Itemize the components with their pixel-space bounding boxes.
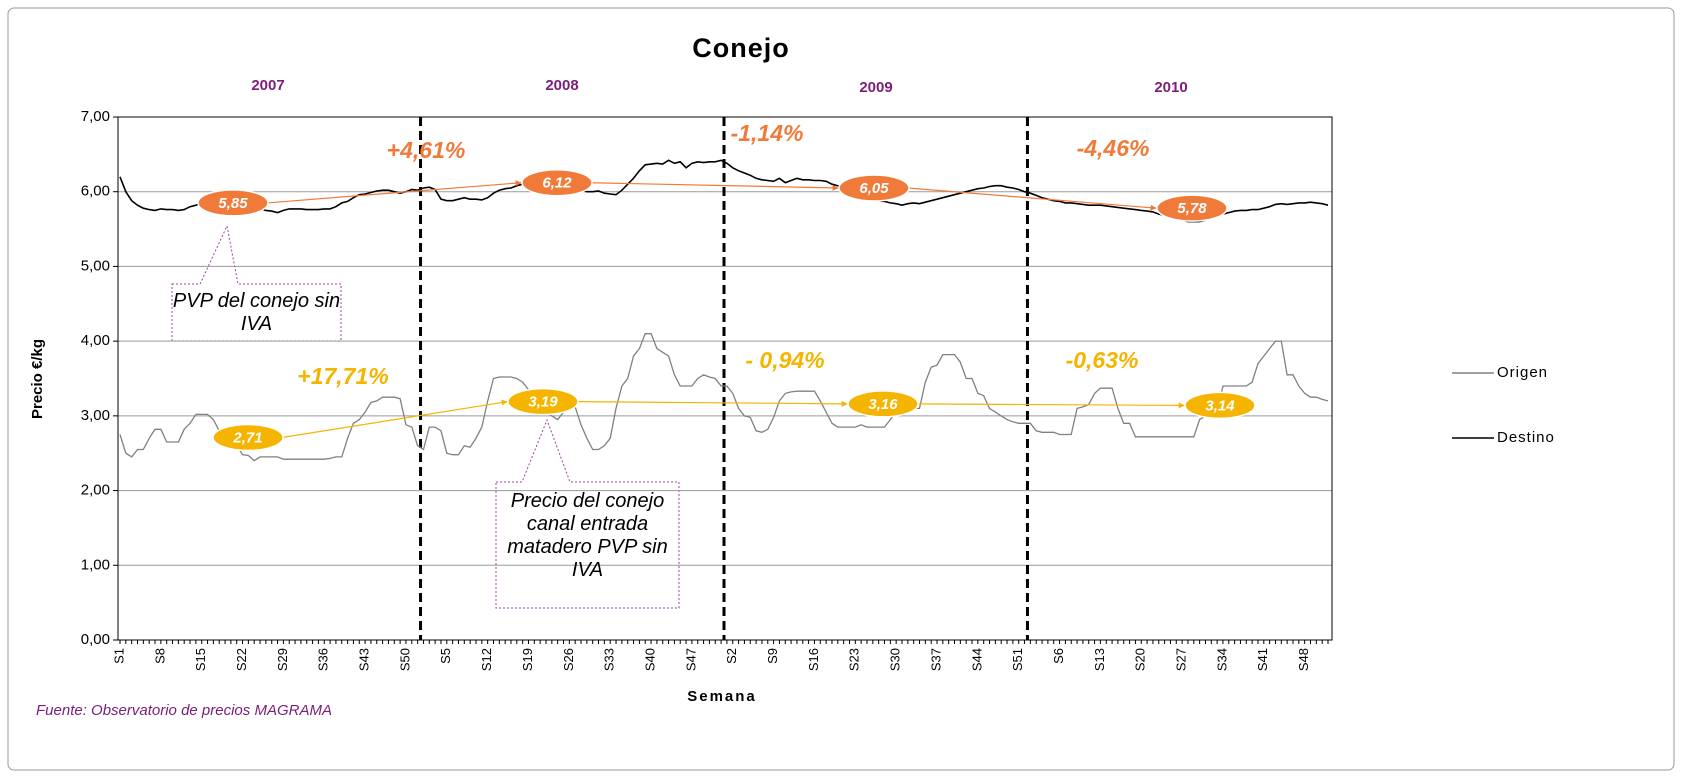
x-tick-label: S8 <box>152 648 167 664</box>
average-label: 6,12 <box>542 175 572 192</box>
x-tick-label: S22 <box>234 648 249 671</box>
x-tick-label: S5 <box>438 648 453 664</box>
average-label: 6,05 <box>859 180 889 197</box>
y-tick-label: 2,00 <box>81 482 110 499</box>
trend-arrow <box>590 182 839 191</box>
change-label: -4,46% <box>1077 135 1150 161</box>
x-tick-label: S2 <box>724 648 739 664</box>
average-label: 3,14 <box>1205 397 1235 414</box>
average-marker <box>212 423 284 452</box>
legend-label: Destino <box>1497 429 1555 446</box>
y-tick-label: 0,00 <box>81 631 110 648</box>
trend-arrow <box>266 180 522 204</box>
trend-arrow <box>907 187 1157 211</box>
chart-title: Conejo <box>692 33 790 63</box>
y-tick-label: 1,00 <box>81 556 110 573</box>
y-tick-label: 7,00 <box>81 108 110 125</box>
x-tick-label: S33 <box>602 648 617 671</box>
trend-arrow <box>281 399 508 439</box>
x-tick-label: S37 <box>928 648 943 671</box>
year-label: 2008 <box>545 77 578 94</box>
y-tick-label: 6,00 <box>81 183 110 200</box>
x-tick-label: S47 <box>683 648 698 671</box>
frame <box>7 7 1675 771</box>
x-tick-label: S34 <box>1214 648 1229 671</box>
x-tick-label: S1 <box>111 648 126 664</box>
x-tick-label: S40 <box>642 648 657 671</box>
x-tick-label: S29 <box>275 648 290 671</box>
year-label: 2010 <box>1154 79 1187 96</box>
average-label: 5,85 <box>218 195 248 212</box>
x-tick-label: S50 <box>397 648 412 671</box>
callout-text: PVP del conejo sin IVA <box>172 290 341 335</box>
x-tick-label: S44 <box>969 648 984 671</box>
average-marker <box>521 168 593 197</box>
x-axis-label: Semana <box>687 688 757 705</box>
average-label: 2,71 <box>232 429 262 446</box>
x-tick-label: S15 <box>193 648 208 671</box>
x-tick-label: S43 <box>357 648 372 671</box>
change-label: -1,14% <box>731 120 804 146</box>
x-tick-label: S41 <box>1255 648 1270 671</box>
x-tick-label: S6 <box>1051 648 1066 664</box>
x-tick-label: S27 <box>1174 648 1189 671</box>
change-label: +4,61% <box>387 137 466 163</box>
trend-arrow <box>916 402 1185 409</box>
average-marker <box>847 390 919 418</box>
x-tick-label: S26 <box>561 648 576 671</box>
y-axis-label: Precio €/kg <box>29 339 46 419</box>
change-label: -0,63% <box>1066 347 1139 373</box>
x-tick-label: S51 <box>1010 648 1025 671</box>
callout-box <box>171 224 342 342</box>
x-tick-label: S36 <box>316 648 331 671</box>
average-marker <box>197 189 269 217</box>
x-tick-label: S19 <box>520 648 535 671</box>
average-label: 3,19 <box>528 394 558 411</box>
year-label: 2009 <box>859 79 892 96</box>
x-tick-label: S20 <box>1133 648 1148 671</box>
legend-label: Origen <box>1497 364 1548 381</box>
change-label: +17,71% <box>297 363 388 389</box>
x-tick-label: S9 <box>765 648 780 664</box>
x-tick-label: S48 <box>1296 648 1311 671</box>
change-label: - 0,94% <box>745 347 824 373</box>
average-label: 5,78 <box>1177 200 1207 217</box>
x-tick-label: S13 <box>1092 648 1107 671</box>
x-tick-label: S23 <box>847 648 862 671</box>
average-label: 3,16 <box>868 396 898 413</box>
average-marker <box>838 174 910 202</box>
average-marker <box>507 387 579 416</box>
source: Fuente: Observatorio de precios MAGRAMA <box>36 702 332 719</box>
callout-text: Precio del conejo canal entrada matadero… <box>507 490 668 581</box>
callout-box <box>495 418 680 609</box>
series-line <box>119 333 1329 462</box>
average-marker <box>1156 194 1228 222</box>
y-tick-label: 3,00 <box>81 407 110 424</box>
average-marker <box>1184 391 1256 420</box>
trend-arrow <box>576 400 848 407</box>
y-tick-label: 4,00 <box>81 332 110 349</box>
x-tick-label: S16 <box>806 648 821 671</box>
x-tick-label: S12 <box>479 648 494 671</box>
y-tick-label: 5,00 <box>81 257 110 274</box>
series-line <box>119 159 1329 223</box>
year-label: 2007 <box>251 77 284 94</box>
x-tick-label: S30 <box>888 648 903 671</box>
